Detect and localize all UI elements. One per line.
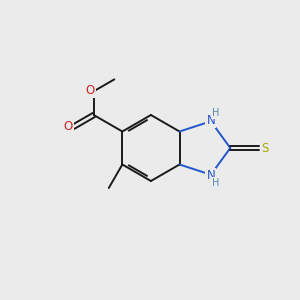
Text: N: N [206, 169, 215, 182]
Text: O: O [64, 120, 73, 134]
Text: N: N [206, 114, 215, 127]
Text: S: S [262, 142, 269, 154]
Text: O: O [85, 84, 94, 97]
Text: H: H [212, 108, 220, 118]
Text: H: H [212, 178, 220, 188]
